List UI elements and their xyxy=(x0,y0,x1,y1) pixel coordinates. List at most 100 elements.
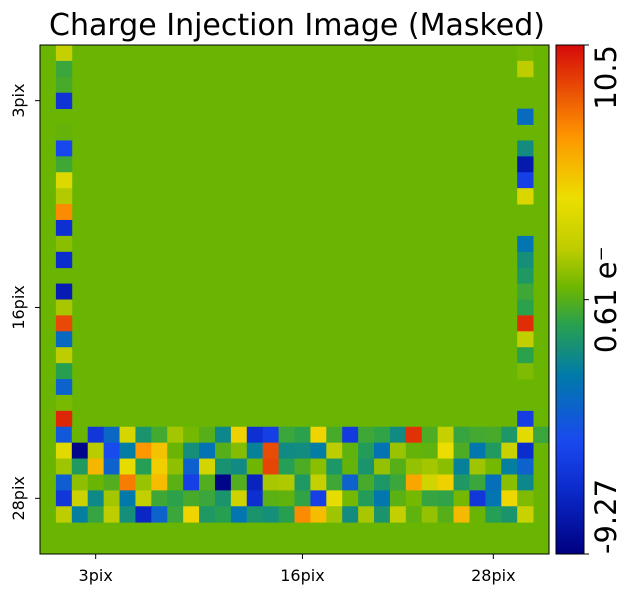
colorbar-mid-label: 0.61 e⁻ xyxy=(589,246,623,353)
y-tick-label: 3pix xyxy=(9,84,28,118)
heatmap-cell xyxy=(469,490,486,507)
heatmap-cell xyxy=(214,426,232,444)
heatmap-cell xyxy=(55,363,73,380)
heatmap-cell xyxy=(405,426,423,444)
heatmap-cell xyxy=(71,442,89,459)
heatmap-cell xyxy=(358,458,375,475)
heatmap-cell xyxy=(485,506,502,523)
heatmap-cell xyxy=(246,490,264,507)
heatmap-cell xyxy=(501,458,518,475)
heatmap-cell xyxy=(358,474,375,491)
heatmap-cell xyxy=(485,474,502,491)
heatmap-cell xyxy=(246,458,264,475)
heatmap-cell xyxy=(421,458,439,475)
y-tick-label: 28pix xyxy=(9,476,28,520)
heatmap-cell xyxy=(421,474,439,491)
heatmap-cell xyxy=(437,458,454,475)
heatmap-cell xyxy=(326,458,343,475)
heatmap-cell xyxy=(517,108,534,125)
heatmap-cell xyxy=(517,506,534,523)
heatmap-cell xyxy=(517,490,534,507)
heatmap-cell xyxy=(437,506,454,523)
heatmap-cell xyxy=(517,474,534,491)
heatmap-cell xyxy=(485,442,502,459)
heatmap-cell xyxy=(405,490,423,507)
heatmap-cell xyxy=(55,204,73,221)
heatmap-cell xyxy=(183,442,200,459)
heatmap-cell xyxy=(453,490,470,507)
heatmap-cell xyxy=(278,426,295,444)
heatmap-cell xyxy=(485,458,502,475)
heatmap-cell xyxy=(310,506,327,523)
heatmap-cell xyxy=(87,474,105,491)
heatmap-cell xyxy=(517,442,534,459)
heatmap-cell xyxy=(119,458,136,475)
heatmap-cell xyxy=(326,474,343,491)
heatmap-cell xyxy=(199,426,216,444)
heatmap-cell xyxy=(87,426,105,444)
heatmap-cell xyxy=(183,426,200,444)
heatmap-cell xyxy=(87,458,105,475)
heatmap-cell xyxy=(517,172,534,189)
heatmap-cell xyxy=(55,92,73,110)
heatmap-cell xyxy=(501,490,518,507)
heatmap-cell xyxy=(55,235,73,253)
heatmap-cell xyxy=(55,60,73,78)
heatmap-cell xyxy=(421,426,439,444)
heatmap-cell xyxy=(199,490,216,507)
heatmap-cell xyxy=(469,442,486,459)
heatmap-cell xyxy=(151,426,168,444)
heatmap-cell xyxy=(326,426,343,444)
heatmap-cell xyxy=(278,474,295,491)
heatmap-cell xyxy=(87,490,105,507)
heatmap-cell xyxy=(278,458,295,475)
heatmap-cell xyxy=(517,347,534,364)
heatmap-cell xyxy=(517,283,534,300)
heatmap-cell xyxy=(55,172,73,189)
heatmap-cell xyxy=(310,474,327,491)
heatmap-cell xyxy=(55,379,73,396)
heatmap-cell xyxy=(342,506,359,523)
heatmap-cell xyxy=(55,76,73,94)
heatmap-cell xyxy=(55,506,73,523)
heatmap-cell xyxy=(119,474,136,491)
heatmap-cell xyxy=(374,442,391,459)
heatmap-cell xyxy=(405,474,423,491)
heatmap-cell xyxy=(437,426,454,444)
x-tick-label: 3pix xyxy=(79,566,113,585)
heatmap-cell xyxy=(501,426,518,444)
heatmap-cell xyxy=(246,506,264,523)
heatmap-cell xyxy=(389,506,407,523)
heatmap-cell xyxy=(262,458,279,475)
heatmap-cell xyxy=(374,506,391,523)
x-tick-label: 16pix xyxy=(280,566,324,585)
heatmap-cell xyxy=(103,458,120,475)
heatmap-cell xyxy=(103,506,120,523)
heatmap-cell xyxy=(358,426,375,444)
heatmap-cell xyxy=(517,45,534,62)
heatmap-cell xyxy=(199,474,216,491)
heatmap-cell xyxy=(469,506,486,523)
heatmap-cell xyxy=(151,506,168,523)
heatmap-cell xyxy=(246,442,264,459)
heatmap-cell xyxy=(103,490,120,507)
heatmap-cell xyxy=(230,442,248,459)
heatmap-cell xyxy=(87,506,105,523)
heatmap-cell xyxy=(103,426,120,444)
heatmap-cell xyxy=(55,490,73,507)
heatmap-cell xyxy=(230,474,248,491)
heatmap-cell xyxy=(151,458,168,475)
heatmap-cell xyxy=(517,267,534,284)
heatmap-cell xyxy=(421,506,439,523)
heatmap-cell xyxy=(342,474,359,491)
heatmap-cell xyxy=(453,474,470,491)
heatmap-cell xyxy=(55,474,73,491)
chart-title: Charge Injection Image (Masked) xyxy=(49,8,545,43)
heatmap-cell xyxy=(135,490,152,507)
heatmap-cell xyxy=(517,251,534,269)
heatmap-cell xyxy=(374,490,391,507)
heatmap-cell xyxy=(135,426,152,444)
heatmap-cell xyxy=(517,363,534,380)
heatmap-cell xyxy=(501,442,518,459)
heatmap-cell xyxy=(294,490,311,507)
